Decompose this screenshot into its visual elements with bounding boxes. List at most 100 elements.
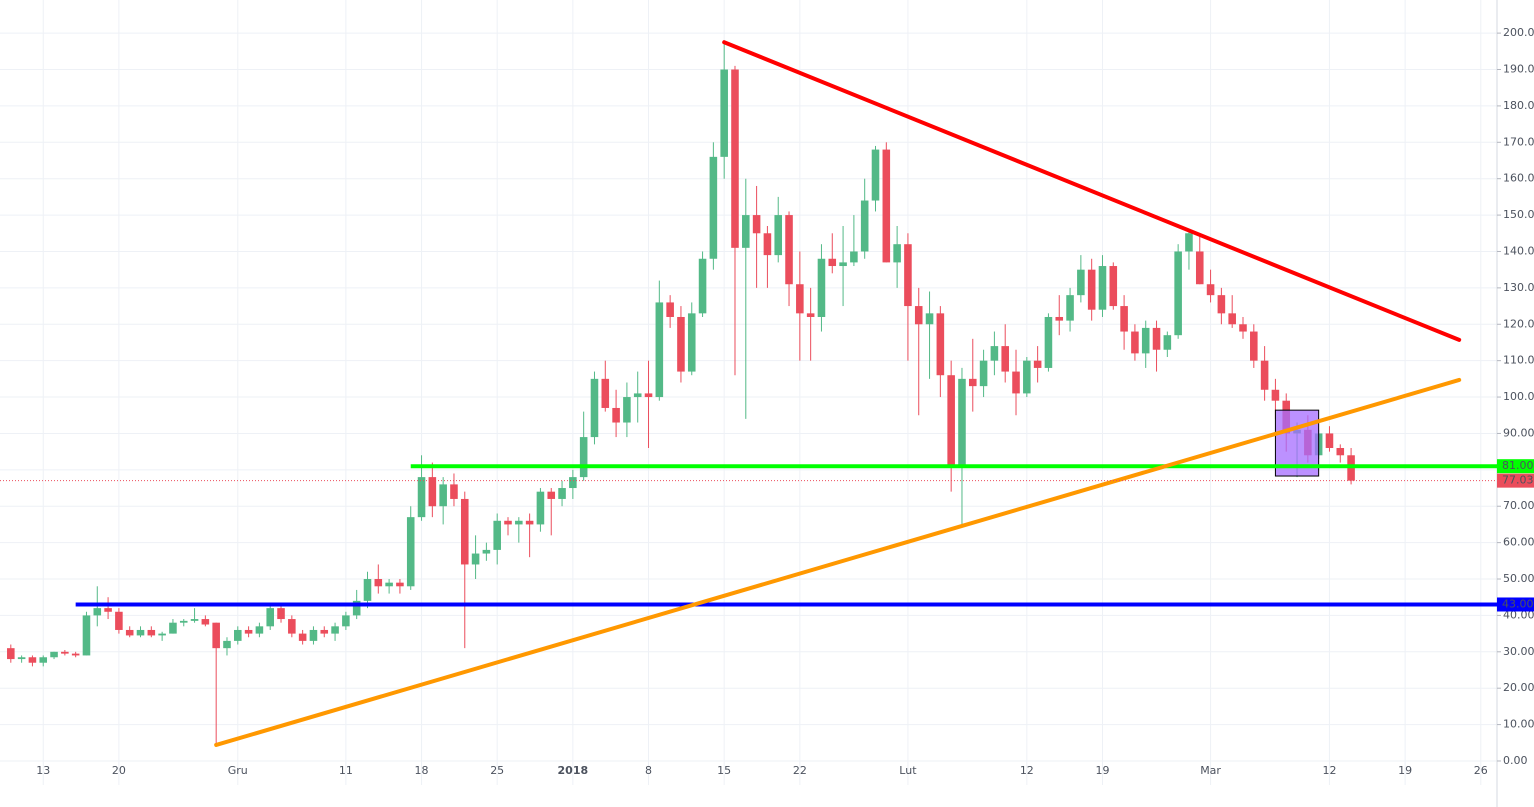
y-tick-label: 50.00 (1503, 572, 1534, 585)
candle-body (93, 608, 102, 616)
y-tick-label: 130.00 (1503, 281, 1534, 294)
candle-body (1250, 331, 1258, 361)
candle-body (190, 619, 199, 621)
x-tick-label: 20 (112, 764, 126, 777)
candle-body (1325, 433, 1334, 448)
candle-body (471, 553, 480, 565)
price-label: 77.03 (1502, 474, 1534, 487)
candle-body (82, 615, 91, 656)
candle-body (1195, 251, 1204, 285)
candle-body (136, 629, 145, 636)
candle-body (255, 626, 264, 634)
candle-body (482, 549, 491, 554)
x-tick-label: 22 (793, 764, 807, 777)
price-label: 43.00 (1502, 597, 1534, 610)
x-tick-label: 19 (1095, 764, 1109, 777)
candle-body (439, 484, 447, 507)
candle-body (687, 313, 696, 372)
y-tick-label: 100.00 (1503, 390, 1534, 403)
candle-body (871, 149, 880, 201)
candle-body (17, 657, 26, 660)
candle-body (1174, 251, 1182, 336)
y-tick-label: 180.00 (1503, 99, 1534, 112)
x-tick-label: 13 (36, 764, 50, 777)
candle-body (893, 244, 901, 263)
candle-body (309, 629, 318, 641)
candle-body (1152, 327, 1161, 350)
candle-body (125, 629, 134, 636)
candle-body (1228, 313, 1236, 325)
x-tick-label: Lut (899, 764, 917, 777)
candle-body (266, 608, 274, 627)
x-tick-label: 12 (1322, 764, 1336, 777)
candle-body (363, 579, 372, 601)
candle-body (396, 582, 404, 587)
candle-body (936, 313, 945, 376)
candle-body (655, 302, 664, 398)
candle-body (320, 629, 329, 634)
candle-body (50, 651, 58, 658)
trend-line (214, 377, 1462, 747)
y-tick-label: 30.00 (1503, 645, 1534, 658)
candle-body (1098, 266, 1107, 310)
candle-body (742, 215, 750, 248)
candle-body (28, 657, 37, 663)
candle-body (71, 653, 80, 656)
candle-body (806, 313, 815, 317)
y-tick-label: 20.00 (1503, 681, 1534, 694)
x-tick-label: 19 (1398, 764, 1412, 777)
candle-body (612, 407, 620, 423)
candle-body (731, 69, 739, 248)
candle-body (558, 488, 566, 499)
y-tick-label: 140.00 (1503, 244, 1534, 257)
candle-body (1271, 389, 1280, 401)
candle-body (990, 346, 999, 361)
candle-body (1120, 306, 1128, 332)
candle-body (1087, 269, 1096, 310)
y-tick-label: 0.00 (1503, 754, 1528, 767)
candle-body (1185, 233, 1193, 252)
candle-body (288, 619, 296, 634)
candle-body (39, 657, 48, 663)
y-tick-label: 70.00 (1503, 499, 1534, 512)
candle-body (1141, 327, 1150, 354)
candle-body (428, 477, 437, 507)
candle-body (1001, 346, 1009, 372)
y-tick-label: 190.00 (1503, 63, 1534, 76)
candle-body (515, 520, 523, 525)
trend-line (722, 40, 1462, 342)
candle-body (882, 149, 891, 263)
candle-body (828, 258, 837, 267)
price-label: 81.00 (1502, 459, 1534, 472)
candle-body (212, 622, 220, 649)
candle-body (7, 648, 15, 660)
x-tick-label: 2018 (558, 764, 589, 777)
price-label-bg (1497, 459, 1534, 474)
candle-body (677, 316, 685, 372)
y-tick-label: 120.00 (1503, 317, 1534, 330)
x-tick-label: 15 (717, 764, 731, 777)
candle-body (1206, 284, 1215, 296)
candle-body (169, 622, 177, 634)
candle-body (104, 608, 112, 612)
candle-body (698, 258, 707, 314)
candle-body (1023, 360, 1031, 394)
candle-body (579, 437, 588, 478)
candle-body (158, 633, 166, 636)
price-label-bg (1497, 473, 1534, 488)
candle-body (504, 520, 512, 525)
x-tick-label: 8 (645, 764, 652, 777)
candle-body (385, 582, 393, 587)
candle-body (406, 517, 415, 587)
price-label-bg (1497, 597, 1534, 612)
candle-body (61, 651, 69, 654)
candle-body (925, 313, 934, 325)
x-tick-label: Mar (1200, 764, 1221, 777)
candle-body (536, 491, 545, 525)
candle-body (1033, 360, 1042, 368)
candle-body (914, 306, 923, 325)
candle-body (450, 484, 458, 499)
x-tick-label: 18 (415, 764, 429, 777)
candle-body (633, 393, 642, 398)
